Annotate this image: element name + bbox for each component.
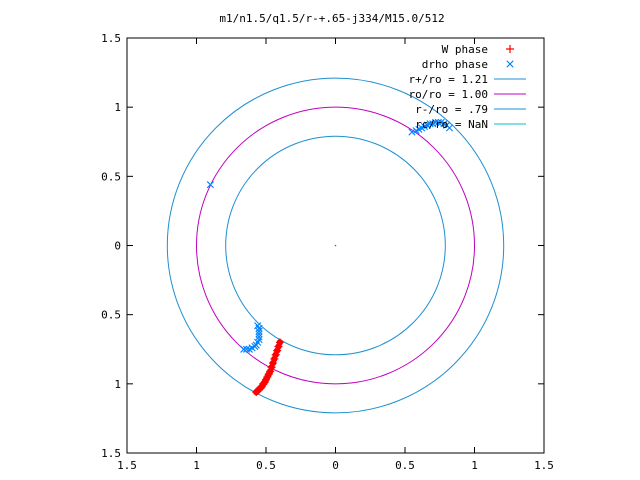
drho-phase-point bbox=[408, 128, 416, 136]
y-tick-label: 1 bbox=[114, 101, 121, 114]
legend-marker-cross bbox=[506, 60, 514, 68]
legend-label: rc/ro = NaN bbox=[415, 118, 488, 131]
legend-label: ro/ro = 1.00 bbox=[409, 88, 488, 101]
legend-label: r-/ro = .79 bbox=[415, 103, 488, 116]
legend-label: W phase bbox=[442, 43, 488, 56]
y-tick-label: 1.5 bbox=[101, 32, 121, 45]
radius-circles bbox=[166, 77, 505, 414]
y-tick-label: 1 bbox=[114, 378, 121, 391]
x-tick-label: 1 bbox=[471, 459, 478, 472]
legend-label: r+/ro = 1.21 bbox=[409, 73, 488, 86]
drho-phase-point bbox=[426, 120, 434, 128]
axes: 1.5 1 0.5 0 0.5 1 1.51.510.500.511.5 bbox=[101, 32, 554, 472]
w-phase-marker bbox=[252, 388, 261, 397]
legend: W phase drho phase r+/ro = 1.21 ro/ro = 1.0… bbox=[409, 43, 526, 131]
y-tick-label: 0 bbox=[114, 240, 121, 253]
drho-phase-point bbox=[255, 333, 263, 341]
x-tick-label: 1 bbox=[193, 459, 200, 472]
drho-phase-point bbox=[255, 327, 263, 335]
drho-phase-point bbox=[255, 330, 263, 338]
drho-phase-point bbox=[431, 118, 440, 126]
y-tick-label: 1.5 bbox=[101, 447, 121, 460]
drho-phase-point bbox=[445, 124, 454, 132]
x-tick-label: 0.5 bbox=[395, 459, 415, 472]
circle-rro bbox=[166, 77, 505, 414]
drho-phase-point bbox=[434, 118, 442, 126]
x-tick-label: 1.5 bbox=[117, 459, 137, 472]
chart-title: m1/n1.5/q1.5/r-+.65-j334/M15.0/512 bbox=[219, 12, 444, 25]
drho-phase-point bbox=[255, 324, 263, 333]
x-tick-label: 0.5 bbox=[256, 459, 276, 472]
drho-phase-point bbox=[245, 345, 253, 353]
drho-phase-point bbox=[240, 345, 248, 353]
drho-phase-point bbox=[242, 345, 251, 353]
y-tick-label: 0.5 bbox=[101, 170, 121, 183]
drho-phase-point bbox=[206, 181, 214, 189]
legend-label: drho phase bbox=[422, 58, 488, 71]
circle-roro bbox=[196, 106, 475, 385]
legend-marker-plus bbox=[506, 45, 514, 53]
y-tick-label: 0.5 bbox=[101, 309, 121, 322]
center-point bbox=[334, 244, 337, 247]
x-tick-label: 0 bbox=[332, 459, 339, 472]
circle-rro bbox=[225, 135, 446, 356]
x-tick-label: 1.5 bbox=[534, 459, 554, 472]
data-markers bbox=[206, 118, 454, 397]
